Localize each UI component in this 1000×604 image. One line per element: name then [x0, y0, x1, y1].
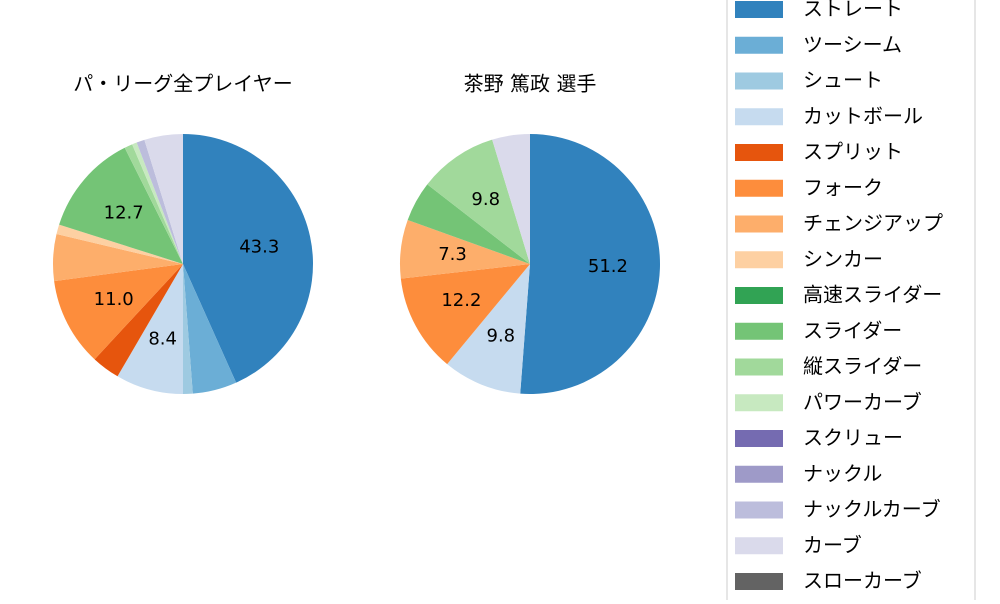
legend-label: パワーカーブ	[803, 390, 922, 414]
pie-slice	[124, 144, 183, 264]
legend-swatch	[735, 394, 783, 412]
pie-slice	[117, 264, 183, 394]
legend-swatch	[735, 322, 783, 340]
pie-slice	[447, 264, 530, 394]
legend-label: チェンジアップ	[803, 211, 943, 235]
legend-swatch	[735, 251, 783, 269]
legend-label: シンカー	[803, 247, 883, 271]
data-label: 9.8	[471, 189, 500, 210]
legend-label: ナックルカーブ	[803, 497, 941, 521]
legend-swatch	[735, 573, 783, 590]
legend-swatch	[735, 537, 783, 555]
pie-slice	[492, 134, 530, 264]
legend-label: ツーシーム	[803, 32, 902, 56]
legend-label: カーブ	[803, 533, 862, 557]
legend-label: フォーク	[803, 175, 883, 199]
chart-title: 茶野 篤政 選手	[464, 72, 597, 96]
legend-swatch	[735, 144, 783, 161]
legend-label: スライダー	[803, 318, 902, 342]
data-label: 43.3	[239, 237, 279, 258]
legend-swatch	[735, 287, 783, 304]
legend-swatch	[735, 72, 783, 90]
data-label: 8.4	[148, 328, 177, 349]
data-label: 7.3	[438, 244, 467, 265]
legend-box	[726, 0, 976, 604]
legend-label: スプリット	[803, 140, 903, 164]
legend-label: スローカーブ	[803, 569, 922, 593]
pie-slice	[54, 264, 184, 360]
data-label: 11.0	[94, 289, 134, 310]
legend-label: 縦スライダー	[803, 354, 922, 378]
pie-slice	[144, 134, 183, 264]
data-label: 12.7	[104, 202, 144, 223]
pie-slice	[520, 134, 660, 394]
pie-slice	[94, 264, 183, 377]
legend-swatch	[735, 430, 783, 447]
legend-label: ストレート	[803, 0, 903, 21]
legend-swatch	[735, 465, 783, 483]
pie-slice	[407, 184, 530, 264]
pie-slice	[400, 219, 530, 279]
legend-swatch	[735, 501, 783, 519]
pie-slice	[183, 264, 193, 394]
pie-slice	[59, 147, 183, 264]
legend-label: ナックル	[803, 461, 882, 485]
pie-slice	[400, 264, 530, 365]
legend-swatch	[735, 36, 783, 54]
legend-label: 高速スライダー	[803, 283, 942, 307]
legend-swatch	[735, 358, 783, 376]
legend-swatch	[735, 1, 783, 18]
legend-label: カットボール	[803, 104, 923, 128]
pie-slice	[427, 139, 530, 264]
pie-slice	[183, 264, 237, 394]
pie-slice	[53, 234, 183, 282]
pie-slice	[136, 139, 183, 264]
data-label: 9.8	[487, 325, 516, 346]
data-label: 51.2	[588, 256, 628, 277]
pie-slice	[56, 224, 183, 264]
legend-label: シュート	[803, 68, 883, 92]
pie-slice	[132, 142, 183, 264]
data-label: 12.2	[441, 290, 481, 311]
legend-swatch	[735, 179, 783, 197]
pie-slice	[183, 134, 313, 383]
legend-swatch	[735, 215, 783, 233]
chart-title: パ・リーグ全プレイヤー	[73, 72, 292, 96]
legend-label: スクリュー	[803, 426, 903, 450]
legend-swatch	[735, 108, 783, 126]
